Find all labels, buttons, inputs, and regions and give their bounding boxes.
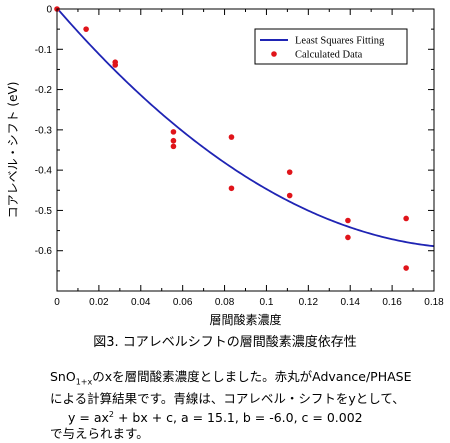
- x-tick-label: 0.16: [382, 297, 402, 308]
- plot-frame: [56, 8, 435, 292]
- data-point: [403, 215, 409, 222]
- y-tick-label: 0: [46, 5, 52, 16]
- x-tick-label: 0: [54, 297, 60, 308]
- formula-base: SnO: [50, 369, 76, 384]
- data-point: [286, 169, 293, 175]
- data-point: [403, 265, 409, 271]
- y-tick-label: -0.1: [35, 45, 53, 56]
- x-tick-label: 0.12: [299, 297, 319, 308]
- y-tick-label: -0.4: [35, 166, 53, 177]
- data-point: [112, 62, 119, 68]
- legend-fit-label: Least Squares Fitting: [295, 36, 385, 47]
- description-line-1: SnO1+xのxを層間酸素濃度としました。赤丸がAdvance/PHASE: [50, 369, 445, 391]
- description-text: SnO1+xのxを層間酸素濃度としました。赤丸がAdvance/PHASE によ…: [50, 369, 445, 442]
- y-tick-labels: 0 -0.1 -0.2 -0.3 -0.4 -0.5 -0.6: [35, 5, 53, 258]
- description-line-2: による計算結果です。青線は、コアレベル・シフトをyとして、: [50, 390, 405, 406]
- figure-title: コアレベルシフトの層間酸素濃度依存性: [122, 335, 357, 350]
- fit-line: [56, 7, 435, 248]
- x-tick-label: 0.06: [173, 297, 193, 308]
- x-tick-labels: 0 0.02 0.04 0.06 0.08 0.1 0.12 0.14 0.16 0.18: [54, 297, 444, 308]
- y-tick-label: -0.3: [35, 125, 53, 136]
- equation-exponent: 2: [108, 409, 114, 419]
- formula-subscript: 1+x: [75, 377, 93, 387]
- data-point: [228, 185, 235, 192]
- chart: 0 0.02 0.04 0.06 0.08 0.1 0.12 0.14 0.16 0.18 0 -0…: [6, 5, 444, 328]
- x-tick-label: 0.04: [131, 297, 151, 308]
- x-tick-label: 0.1: [259, 297, 273, 308]
- description-line-1-text: のxを層間酸素濃度としました。赤丸がAdvance/PHASE: [92, 369, 412, 384]
- y-tick-label: -0.2: [35, 85, 53, 96]
- data-point: [228, 134, 235, 140]
- data-point: [345, 217, 351, 224]
- data-point: [345, 234, 351, 241]
- y-tick-label: -0.5: [35, 206, 53, 217]
- data-point: [170, 129, 177, 135]
- equation-rest: + bx + c, a = 15.1, b = -6.0, c = 0.002: [113, 409, 363, 425]
- x-tick-label: 0.14: [340, 297, 360, 308]
- legend-data-label: Calculated Data: [295, 50, 363, 61]
- data-points: [54, 6, 409, 271]
- data-point: [286, 192, 293, 199]
- description-line-4: で与えられます。: [50, 425, 149, 441]
- fit-line-layer: [56, 7, 435, 248]
- data-point: [170, 143, 177, 150]
- figure-label: 図3.: [93, 335, 119, 350]
- description-line-3: y = ax2 + bx + c, a = 15.1, b = -6.0, c …: [50, 407, 445, 426]
- legend-dot-swatch: [271, 51, 277, 57]
- figure-caption: 図3. コアレベルシフトの層間酸素濃度依存性: [0, 331, 450, 350]
- legend: Least Squares Fitting Calculated Data: [254, 28, 408, 65]
- equation: y = ax2 + bx + c, a = 15.1, b = -6.0, c …: [50, 407, 363, 426]
- x-axis-label: 層間酸素濃度: [209, 312, 281, 327]
- y-axis-label: コアレベル・シフト (eV): [6, 82, 20, 219]
- data-point: [170, 137, 177, 144]
- y-tick-label: -0.6: [35, 246, 53, 257]
- x-tick-label: 0.18: [424, 297, 444, 308]
- x-tick-label: 0.02: [89, 297, 109, 308]
- equation-start: y = ax: [68, 409, 109, 425]
- data-point: [83, 26, 89, 32]
- legend-box: [254, 28, 408, 65]
- x-tick-label: 0.08: [215, 297, 235, 308]
